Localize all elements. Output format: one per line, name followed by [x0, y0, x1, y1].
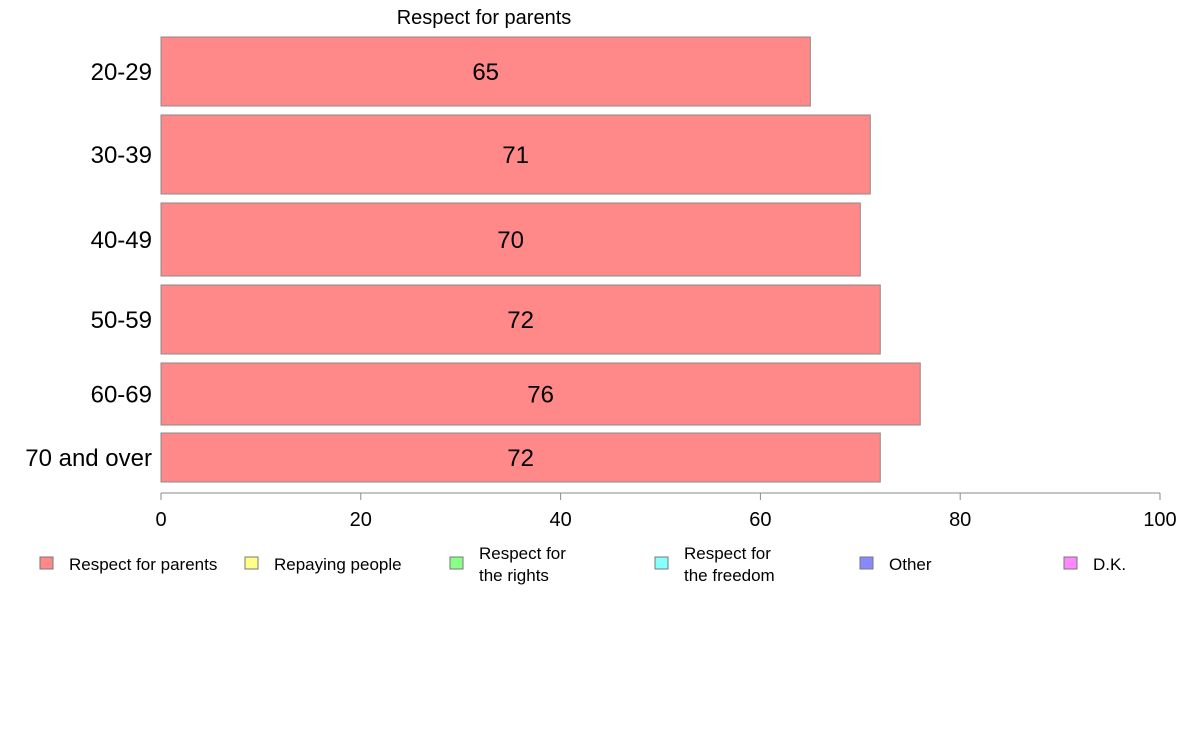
- x-tick-label: 40: [549, 509, 571, 531]
- legend-swatch: [1063, 556, 1078, 570]
- bars-layer: 65 20-29 71 30-39 70 40-49 72 50-59 76 60-69 72 70 …: [25, 36, 921, 483]
- legend-swatch: [244, 556, 259, 570]
- legend: Respect for parents Repaying people Respec…: [39, 544, 1126, 585]
- bar-60-69: [160, 362, 921, 426]
- bar-50-59: [160, 284, 881, 355]
- bar-value-label: 72: [507, 445, 534, 472]
- chart-title: Respect for parents: [397, 7, 572, 29]
- bar-value-label: 72: [507, 307, 534, 334]
- x-tick-label: 20: [350, 509, 372, 531]
- category-label: 60-69: [91, 382, 152, 409]
- x-tick-label: 0: [155, 509, 166, 531]
- legend-swatch: [39, 556, 54, 570]
- x-tick-label: 60: [749, 509, 771, 531]
- legend-label: Respect for the rights: [479, 544, 566, 585]
- category-label: 70 and over: [25, 445, 152, 472]
- bar-value-label: 65: [472, 59, 499, 86]
- legend-label: D.K.: [1093, 555, 1126, 574]
- legend-label: Repaying people: [274, 555, 402, 574]
- x-tick-label: 80: [949, 509, 971, 531]
- bar-70-and-over: [160, 432, 881, 483]
- x-axis: 0 20 40 60 80 100: [155, 492, 1177, 531]
- legend-swatch: [859, 556, 874, 570]
- category-label: 20-29: [91, 59, 152, 86]
- legend-swatch: [449, 556, 464, 570]
- bar-30-39: [160, 114, 871, 195]
- category-label: 50-59: [91, 307, 152, 334]
- bar-value-label: 76: [527, 382, 554, 409]
- category-label: 30-39: [91, 142, 152, 169]
- legend-label: Other: [889, 555, 932, 574]
- legend-swatch: [654, 556, 669, 570]
- bar-value-label: 70: [497, 227, 524, 254]
- bar-40-49: [160, 202, 861, 277]
- category-label: 40-49: [91, 227, 152, 254]
- legend-label: Respect for the freedom: [684, 544, 775, 585]
- legend-label: Respect for parents: [69, 555, 217, 574]
- x-tick-label: 100: [1143, 509, 1176, 531]
- bar-20-29: [160, 36, 811, 107]
- bar-value-label: 71: [502, 142, 529, 169]
